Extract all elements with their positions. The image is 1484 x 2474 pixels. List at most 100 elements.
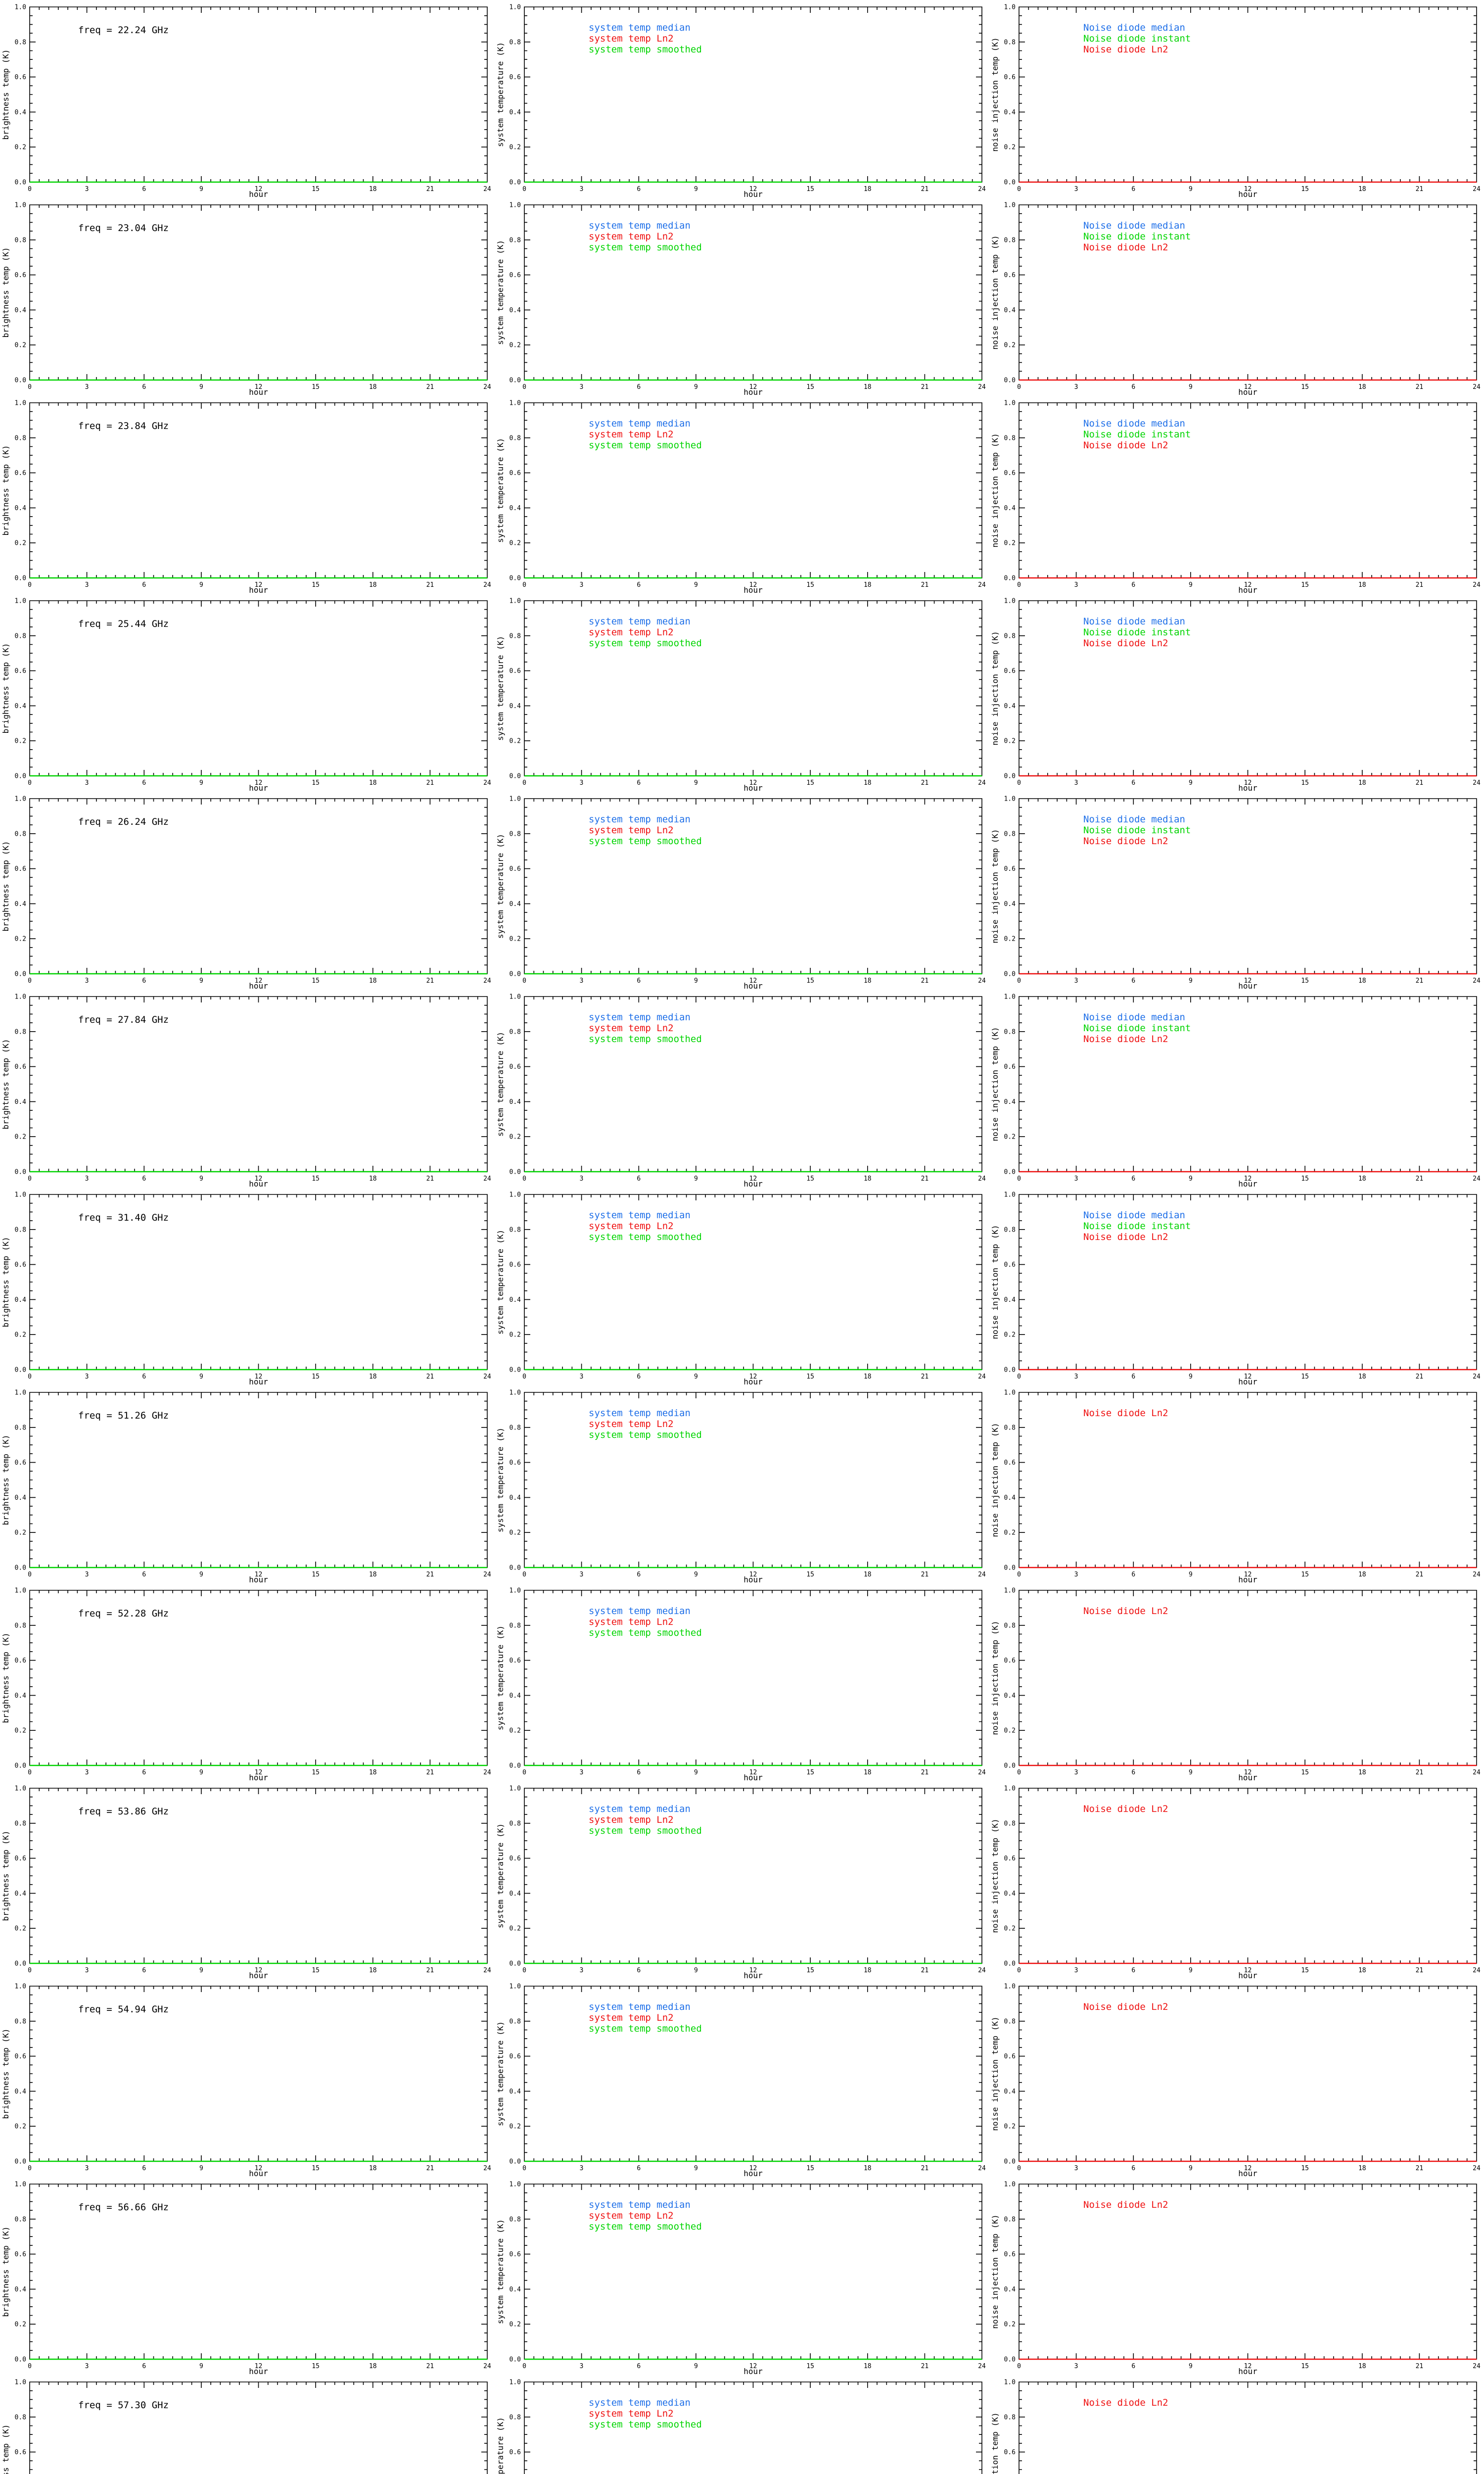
panel-r8c2: 0 3 6 9 12 15 18 21 24 0.0 0.2 0.4 0.6 0.8 1.0 hour syst… bbox=[496, 1389, 986, 1584]
x-tick-label: 12 bbox=[1244, 1175, 1252, 1183]
y-tick-label: 0.4 bbox=[510, 109, 521, 116]
x-tick-label: 0 bbox=[1017, 1571, 1021, 1578]
axes-frame-and-ticks bbox=[1019, 1392, 1477, 1568]
y-tick-label: 0.8 bbox=[510, 1424, 521, 1431]
y-tick-label: 0.6 bbox=[1004, 74, 1016, 81]
x-tick-label: 15 bbox=[806, 1373, 814, 1380]
x-tick-label: 3 bbox=[1074, 977, 1078, 985]
panel-r9c3: 0 3 6 9 12 15 18 21 24 0.0 0.2 0.4 0.6 0.8 1.0 hour nois… bbox=[990, 1587, 1481, 1782]
y-tick-label: 0.2 bbox=[510, 1529, 521, 1537]
y-axis-title: noise injection temp (K) bbox=[990, 2214, 1000, 2329]
x-tick-label: 6 bbox=[142, 2363, 146, 2370]
x-tick-label: 6 bbox=[637, 977, 641, 985]
x-tick-label: 18 bbox=[369, 1571, 377, 1578]
y-tick-label: 1.0 bbox=[510, 1191, 521, 1199]
x-tick-label: 9 bbox=[694, 1769, 698, 1776]
x-tick-label: 3 bbox=[1074, 2165, 1078, 2172]
y-tick-label: 0.0 bbox=[1004, 377, 1016, 384]
y-tick-label: 0.2 bbox=[510, 1332, 521, 1339]
y-tick-label: 0.6 bbox=[15, 2449, 26, 2456]
x-tick-label: 21 bbox=[1416, 2363, 1424, 2370]
x-tick-label: 18 bbox=[1358, 1769, 1366, 1776]
x-tick-label: 24 bbox=[1473, 2165, 1481, 2172]
y-axis-title: brightness temp (K) bbox=[1, 841, 10, 931]
x-tick-label: 18 bbox=[369, 186, 377, 193]
freq-label: freq = 25.44 GHz bbox=[78, 618, 169, 629]
y-tick-label: 0.8 bbox=[1004, 1226, 1016, 1234]
y-axis-title: system temperature (K) bbox=[496, 2219, 505, 2324]
axes-frame-and-ticks bbox=[1019, 2184, 1477, 2360]
y-tick-label: 0.8 bbox=[1004, 830, 1016, 838]
y-tick-label: 0.0 bbox=[510, 1960, 521, 1968]
legend-entry: system temp smoothed bbox=[589, 2221, 702, 2232]
x-tick-label: 21 bbox=[426, 1175, 434, 1183]
x-tick-label: 0 bbox=[28, 977, 32, 985]
x-tick-label: 24 bbox=[1473, 186, 1481, 193]
x-axis-title: hour bbox=[1238, 2367, 1257, 2375]
y-tick-label: 1.0 bbox=[510, 1785, 521, 1793]
y-tick-label: 0.2 bbox=[15, 342, 26, 349]
x-tick-label: 6 bbox=[1131, 383, 1135, 391]
y-tick-label: 0.2 bbox=[510, 2123, 521, 2131]
x-tick-label: 0 bbox=[522, 977, 526, 985]
x-tick-label: 21 bbox=[426, 186, 434, 193]
x-tick-label: 3 bbox=[1074, 383, 1078, 391]
x-tick-label: 15 bbox=[312, 779, 320, 787]
x-tick-label: 15 bbox=[806, 383, 814, 391]
x-tick-label: 18 bbox=[1358, 383, 1366, 391]
x-tick-label: 12 bbox=[1244, 1769, 1252, 1776]
legend-entry: Noise diode instant bbox=[1083, 1221, 1191, 1232]
legend-entry: Noise diode median bbox=[1083, 814, 1185, 825]
y-tick-label: 0.2 bbox=[15, 2321, 26, 2329]
legend-entry: system temp median bbox=[589, 1606, 691, 1617]
x-tick-label: 12 bbox=[1244, 779, 1252, 787]
x-tick-label: 6 bbox=[142, 383, 146, 391]
legend-entry: Noise diode Ln2 bbox=[1083, 1606, 1168, 1617]
y-tick-label: 0.6 bbox=[1004, 2449, 1016, 2456]
y-tick-label: 0.4 bbox=[15, 1098, 27, 1106]
x-tick-label: 3 bbox=[85, 581, 89, 589]
y-tick-label: 0.6 bbox=[510, 2053, 521, 2060]
legend-entry: system temp median bbox=[589, 2199, 691, 2210]
x-tick-label: 3 bbox=[85, 383, 89, 391]
x-axis-title: hour bbox=[249, 981, 268, 990]
y-tick-label: 0.0 bbox=[510, 179, 521, 187]
y-tick-label: 0.6 bbox=[510, 272, 521, 279]
y-tick-label: 1.0 bbox=[15, 1785, 26, 1793]
y-tick-label: 0.2 bbox=[1004, 540, 1016, 547]
plot-row-8: 0 3 6 9 12 15 18 21 24 0.0 0.2 0.4 0.6 0.8 1.0 hour brig… bbox=[0, 1385, 1484, 1584]
x-tick-label: 9 bbox=[199, 581, 203, 589]
x-tick-label: 9 bbox=[694, 1175, 698, 1183]
plot-row-6: 0 3 6 9 12 15 18 21 24 0.0 0.2 0.4 0.6 0.8 1.0 hour brig… bbox=[0, 990, 1484, 1188]
y-tick-label: 0.4 bbox=[15, 109, 27, 116]
legend-entry: Noise diode instant bbox=[1083, 33, 1191, 44]
x-tick-label: 12 bbox=[255, 581, 263, 589]
x-tick-label: 21 bbox=[426, 1967, 434, 1974]
y-tick-label: 0.2 bbox=[15, 1925, 26, 1933]
y-tick-label: 0.8 bbox=[510, 1028, 521, 1036]
x-axis-title: hour bbox=[249, 1179, 268, 1188]
legend-entry: system temp Ln2 bbox=[589, 627, 674, 638]
y-tick-label: 1.0 bbox=[15, 796, 26, 803]
y-tick-label: 1.0 bbox=[15, 598, 26, 605]
x-tick-label: 6 bbox=[637, 1373, 641, 1380]
x-tick-label: 3 bbox=[85, 977, 89, 985]
legend-entry: system temp Ln2 bbox=[589, 429, 674, 440]
x-tick-label: 15 bbox=[312, 977, 320, 985]
x-tick-label: 12 bbox=[255, 779, 263, 787]
panel-r9c2: 0 3 6 9 12 15 18 21 24 0.0 0.2 0.4 0.6 0.8 1.0 hour syst… bbox=[496, 1587, 986, 1782]
y-axis-title: brightness temp (K) bbox=[1, 445, 10, 535]
x-tick-label: 21 bbox=[1416, 581, 1424, 589]
y-tick-label: 0.6 bbox=[510, 1657, 521, 1665]
y-tick-label: 0.8 bbox=[510, 830, 521, 838]
y-tick-label: 0.2 bbox=[510, 1925, 521, 1933]
y-tick-label: 0.8 bbox=[1004, 2216, 1016, 2223]
x-tick-label: 6 bbox=[637, 383, 641, 391]
x-tick-label: 0 bbox=[1017, 1769, 1021, 1776]
y-tick-label: 0.6 bbox=[510, 470, 521, 477]
x-tick-label: 6 bbox=[142, 1967, 146, 1974]
x-tick-label: 24 bbox=[1473, 1373, 1481, 1380]
y-axis-title: system temperature (K) bbox=[496, 1230, 505, 1334]
y-tick-label: 0.4 bbox=[15, 505, 27, 512]
x-axis-title: hour bbox=[743, 1179, 763, 1188]
